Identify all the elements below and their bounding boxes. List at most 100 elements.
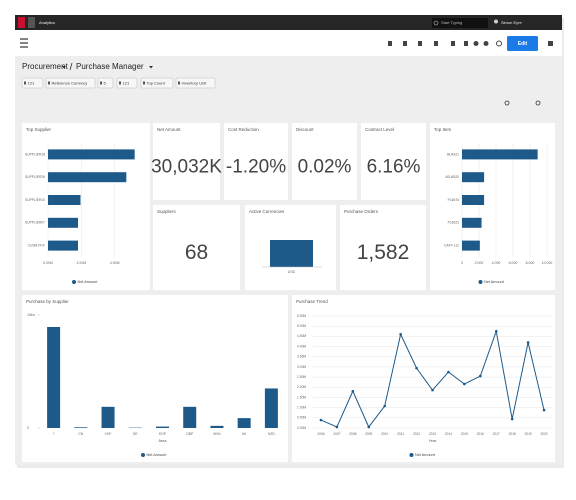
y-tick-label: PL6676: [448, 198, 460, 202]
bar[interactable]: [156, 426, 169, 428]
point[interactable]: [319, 418, 323, 422]
kpi-value: 1,582: [357, 241, 410, 264]
y-tick-label: PL6623: [448, 221, 460, 225]
point[interactable]: [510, 417, 514, 421]
point[interactable]: [431, 388, 434, 392]
bar[interactable]: [47, 327, 61, 428]
bar[interactable]: [210, 425, 224, 428]
filter-icon: [48, 81, 50, 85]
filter-label[interactable]: Reference Currency: [52, 80, 88, 85]
panel-title: Contract Level: [365, 127, 394, 132]
menu-icon[interactable]: [20, 38, 28, 48]
kpi-panel: [224, 123, 288, 200]
filter-icon: [100, 81, 102, 85]
kpi-panel: [340, 205, 426, 290]
filter-chip[interactable]: [140, 77, 174, 89]
bar[interactable]: [462, 149, 538, 160]
point[interactable]: [526, 341, 530, 344]
x-tick-label: 4,000: [492, 261, 501, 265]
filter-chip[interactable]: [97, 77, 114, 89]
kpi-value: 68: [185, 241, 208, 264]
y-tick-label: 2.00M: [297, 385, 306, 389]
point[interactable]: [351, 389, 355, 393]
bar[interactable]: [264, 388, 278, 428]
x-tick-label: CN: [78, 432, 83, 436]
y-tick-label: 0.50M: [297, 416, 306, 420]
bar[interactable]: [48, 195, 81, 205]
bar[interactable]: [183, 406, 197, 428]
currency-bar: [270, 240, 313, 267]
legend-marker: [141, 453, 145, 457]
x-tick-label: EGP: [159, 432, 167, 436]
edit-label[interactable]: Edit: [518, 41, 528, 47]
y-tick-label: SUPPLIER10: [25, 198, 45, 202]
legend-label: Net Amount: [78, 280, 99, 284]
filter-chip[interactable]: [21, 77, 44, 89]
y-tick-label: 2.50M: [297, 375, 306, 379]
bar[interactable]: [462, 217, 482, 228]
filter-icon: [24, 81, 26, 85]
point[interactable]: [335, 425, 339, 429]
filter-chip[interactable]: [116, 77, 138, 89]
filter-chip[interactable]: [175, 77, 216, 89]
filter-label[interactable]: 5: [104, 80, 107, 85]
point[interactable]: [367, 425, 371, 429]
x-tick-label: 2011: [397, 432, 404, 436]
panel-title: Cost Reduction: [228, 127, 259, 132]
refresh-icon[interactable]: [504, 100, 510, 106]
user-name[interactable]: Simon Eyre: [501, 20, 522, 25]
bar[interactable]: [48, 172, 127, 183]
help-icon[interactable]: [535, 100, 541, 106]
kpi-value: 6.16%: [367, 157, 421, 178]
point[interactable]: [399, 333, 402, 336]
user-icon[interactable]: [494, 19, 498, 24]
y-tick-label: BU4321: [447, 152, 459, 156]
filter-chip[interactable]: [45, 77, 96, 89]
bar[interactable]: [74, 427, 88, 428]
kpi-panel: [361, 123, 426, 200]
x-tick-label: 2008: [349, 432, 356, 436]
point[interactable]: [463, 382, 466, 386]
point[interactable]: [494, 329, 498, 333]
logo: [18, 17, 25, 28]
panel-title: Net Amount: [157, 127, 181, 132]
point[interactable]: [415, 366, 418, 370]
filter-icon: [119, 81, 121, 85]
panel-title: Discount: [296, 127, 314, 132]
kpi-panel: [153, 205, 240, 290]
filter-label[interactable]: 121: [28, 80, 35, 85]
chart-panel: [22, 123, 150, 290]
search-box[interactable]: [432, 18, 488, 28]
point[interactable]: [542, 408, 546, 412]
x-tick-label: 2009: [365, 432, 372, 436]
filter-label[interactable]: Top Count: [147, 80, 166, 85]
point[interactable]: [383, 404, 387, 408]
x-tick-label: CHF: [105, 432, 112, 436]
bar[interactable]: [48, 240, 78, 251]
point[interactable]: [479, 374, 482, 378]
x-tick-label: 2013: [429, 432, 436, 436]
y-tick-label: 16bn: [27, 313, 35, 317]
y-tick-label: 5.50M: [297, 314, 306, 318]
bar[interactable]: [462, 240, 480, 251]
point[interactable]: [447, 370, 450, 374]
bar[interactable]: [462, 172, 485, 183]
x-axis-title: Area: [158, 439, 167, 443]
dropdown-caret: [62, 66, 66, 69]
chart-panel: [22, 295, 288, 462]
filter-label[interactable]: 121: [123, 80, 130, 85]
filter-icon: [178, 81, 180, 85]
bar[interactable]: [462, 195, 485, 205]
bar[interactable]: [237, 418, 251, 428]
x-tick-label: 8,000: [526, 261, 535, 265]
toolbar-icons[interactable]: [388, 40, 553, 47]
bar[interactable]: [101, 406, 115, 428]
bar[interactable]: [48, 149, 135, 160]
edit-button[interactable]: [507, 36, 538, 51]
x-axis-title: Year: [429, 439, 437, 443]
breadcrumb-item[interactable]: Procurement: [22, 62, 69, 71]
bar[interactable]: [48, 217, 78, 228]
filter-label[interactable]: Inventory Unit: [182, 80, 208, 85]
breadcrumb-item[interactable]: Purchase Manager: [76, 62, 144, 71]
y-tick-label: SUPPLIER18: [25, 152, 45, 156]
